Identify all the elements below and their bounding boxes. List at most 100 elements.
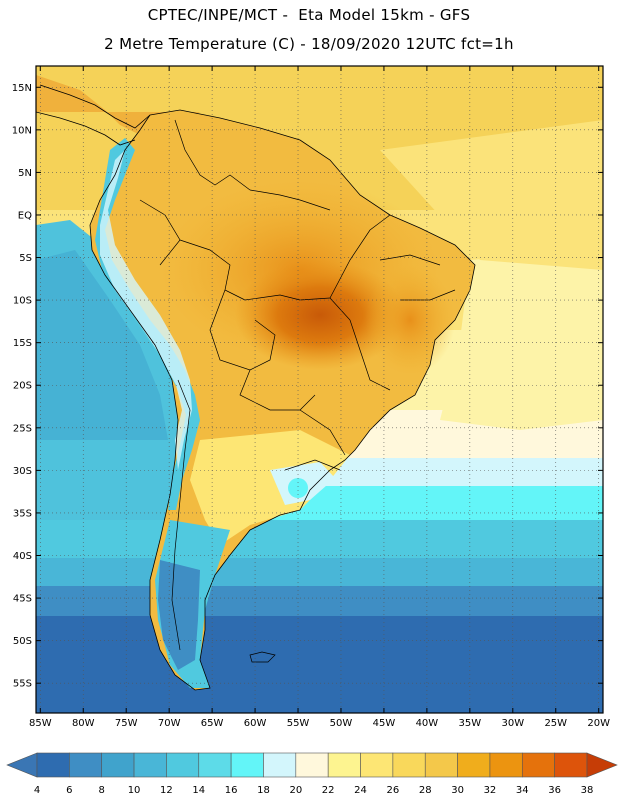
lat-label: 50S [13, 636, 32, 647]
northeast-warm-zone [365, 265, 455, 375]
colorbar-swatch [295, 752, 329, 778]
colorbar-swatch [424, 752, 458, 778]
country-borders [139, 119, 456, 651]
colorbar-swatch [521, 752, 555, 778]
map-field [36, 66, 603, 713]
patagonia-cold [158, 560, 200, 670]
lat-lon-grid [36, 66, 603, 713]
southern-cone-mild [190, 430, 350, 545]
border-northeast-brazil [379, 254, 456, 301]
andes-snow-line [100, 150, 192, 470]
colorbar-label: 24 [354, 785, 367, 796]
central-america-coastline [36, 84, 151, 146]
border-north-brazil [249, 189, 331, 211]
lat-label: 55S [13, 679, 32, 690]
colorbar-label: 8 [99, 785, 105, 796]
lon-labels: 85W 80W 75W 70W 65W 60W 55W 50W 45W 40W 35W 30W 25W 2… [29, 718, 610, 729]
lat-label: 30S [13, 466, 32, 477]
colorbar-label: 12 [160, 785, 173, 796]
lon-label: 30W [501, 718, 524, 729]
lon-label: 45W [373, 718, 396, 729]
axis-ticks [36, 66, 603, 713]
colorbar-swatch [198, 752, 232, 778]
lon-label: 50W [330, 718, 353, 729]
colorbar-swatch [327, 752, 361, 778]
ocean-band-10 [36, 586, 603, 618]
colorbar-label: 4 [34, 785, 40, 796]
colorbar-label: 22 [322, 785, 335, 796]
lon-label: 65W [201, 718, 224, 729]
colorbar-swatch [133, 752, 167, 778]
lon-label: 70W [158, 718, 181, 729]
colorbar-swatch [554, 752, 588, 778]
lat-label: EQ [18, 210, 32, 221]
lat-label: 25S [13, 423, 32, 434]
lon-label: 55W [287, 718, 310, 729]
lat-label: 15N [12, 83, 32, 94]
ocean-band-12 [36, 558, 603, 588]
lon-label: 80W [72, 718, 95, 729]
lat-label: 45S [13, 594, 32, 605]
lat-labels: 15N 10N 5N EQ 5S 10S 15S 20S 25S 30S 35S 40S 45S 50S 5… [12, 83, 32, 690]
lon-label: 20W [587, 718, 610, 729]
colorbar-label: 38 [581, 785, 594, 796]
colorbar-label: 36 [548, 785, 561, 796]
lon-label: 25W [544, 718, 567, 729]
ocean-band-14 [36, 520, 603, 560]
pacific-cool-inner [36, 250, 168, 440]
colorbar-label: 28 [419, 785, 432, 796]
border-venezuela-colombia [174, 119, 251, 191]
colorbar-swatch [69, 752, 103, 778]
border-paraguay [239, 369, 316, 411]
border-uruguay [284, 459, 341, 471]
lon-label: 75W [115, 718, 138, 729]
lon-label: 40W [416, 718, 439, 729]
colorbar-swatch [263, 752, 297, 778]
border-bolivia-north [244, 294, 331, 301]
colorbar-swatch [166, 752, 200, 778]
colorbar-label: 6 [66, 785, 72, 796]
falkland-islands [249, 651, 276, 663]
border-argentina-brazil [299, 409, 346, 456]
colorbar-legend: 4 6 8 10 12 14 16 18 20 22 24 26 28 30 32 34 36 38 [6, 752, 618, 796]
colorbar-label: 10 [128, 785, 141, 796]
colorbar-high-arrow [586, 752, 618, 778]
colorbar-swatch [36, 752, 70, 778]
border-colombia-peru-brazil [139, 199, 181, 266]
colorbar-label: 14 [192, 785, 205, 796]
colorbar-swatch [101, 752, 135, 778]
colorbar-label: 16 [225, 785, 238, 796]
lat-label: 20S [13, 381, 32, 392]
map-frame [35, 65, 604, 714]
south-america-coastline [89, 109, 476, 691]
colorbar-label: 32 [484, 785, 497, 796]
lon-label: 85W [29, 718, 52, 729]
lon-label: 35W [459, 718, 482, 729]
lat-label: 35S [13, 508, 32, 519]
chart-title-line2: 2 Metre Temperature (C) - 18/09/2020 12U… [104, 35, 514, 53]
colorbar-label: 34 [516, 785, 529, 796]
colorbar-swatch [392, 752, 426, 778]
colorbar-label: 30 [451, 785, 464, 796]
central-brazil-hot-zone [235, 260, 405, 370]
ocean-band-6 [36, 616, 603, 713]
colorbar-swatch [489, 752, 523, 778]
lat-label: 15S [13, 338, 32, 349]
chart-title-line1: CPTEC/INPE/MCT - Eta Model 15km - GFS [147, 6, 471, 24]
colorbar-low-arrow [6, 752, 38, 778]
lat-label: 10S [13, 296, 32, 307]
colorbar-swatch [457, 752, 491, 778]
border-peru-brazil [179, 239, 246, 301]
uruguay-cool-spot [288, 478, 308, 498]
colorbar-label: 26 [387, 785, 400, 796]
border-brazil-interior [329, 297, 391, 391]
colorbar-label: 18 [257, 785, 270, 796]
lat-label: 10N [12, 125, 32, 136]
border-brazil-states [329, 214, 391, 299]
lon-label: 60W [244, 718, 267, 729]
lat-label: 5S [19, 253, 32, 264]
lat-label: 40S [13, 551, 32, 562]
atlantic-warm-north [380, 120, 603, 270]
border-argentina-chile [171, 379, 191, 651]
